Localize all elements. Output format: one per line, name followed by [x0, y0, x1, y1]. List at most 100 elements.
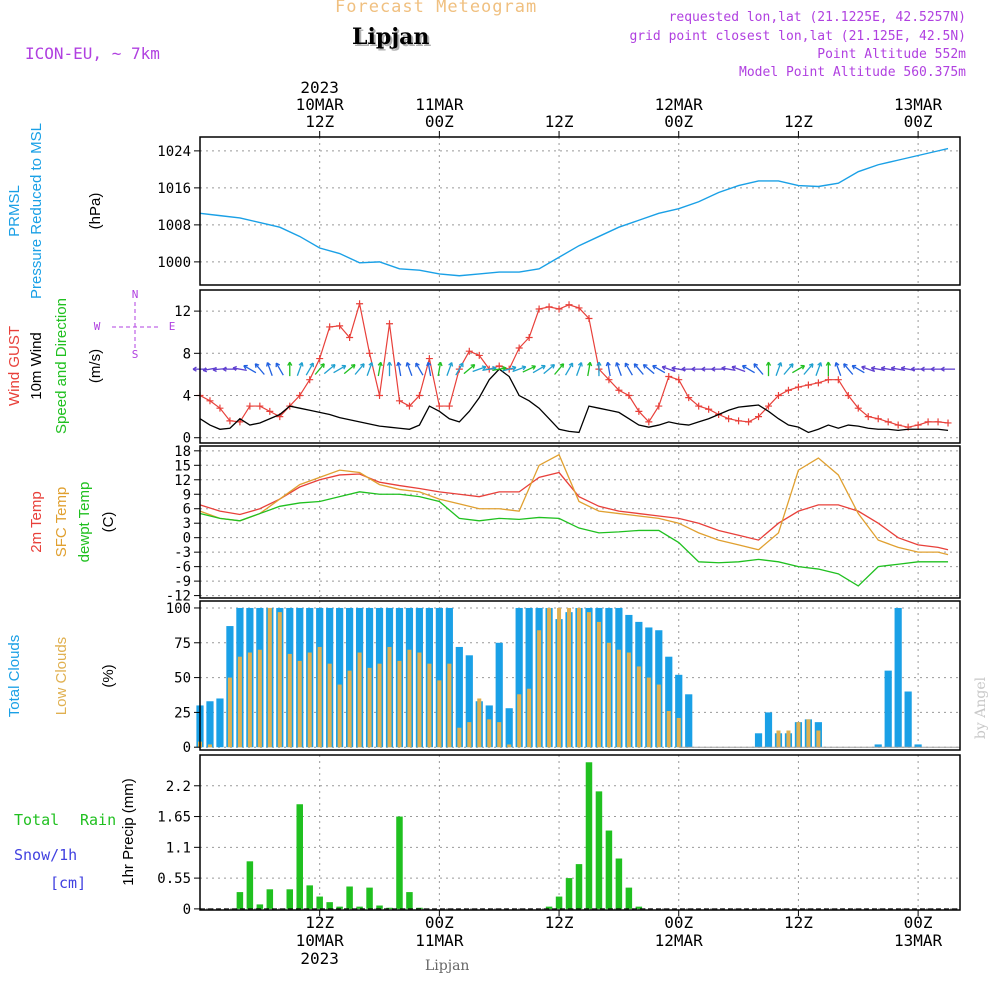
precip-bar	[625, 887, 633, 909]
gust-marker	[725, 415, 733, 423]
low-cloud-bar	[437, 680, 442, 748]
wind-direction-arrow	[605, 361, 611, 377]
low-cloud-bar	[477, 698, 482, 748]
pressure-unit: (hPa)	[87, 193, 104, 230]
panel-frame-clouds	[199, 600, 961, 751]
precip-total-label: Total	[14, 811, 59, 829]
gust-marker	[854, 404, 862, 412]
bottom-time-label: 2023	[300, 949, 339, 968]
bottom-time-label: 12Z	[545, 913, 574, 932]
y-tick-label: 0.55	[157, 871, 191, 887]
wind-direction-arrow	[554, 363, 565, 375]
y-tick-label: 1.1	[166, 840, 191, 856]
footer-location: Lipjan	[425, 958, 470, 974]
low-cloud-bar	[676, 717, 681, 748]
low-cloud-bar	[796, 722, 801, 748]
gust-marker	[745, 418, 753, 426]
low-cloud-bar	[606, 642, 611, 748]
low-cloud-bar	[377, 663, 382, 748]
wind-direction-arrow	[415, 362, 424, 376]
precip-bar	[615, 858, 623, 909]
wind-10m-label: 10m Wind	[28, 332, 45, 400]
wind-direction-arrow	[803, 363, 814, 375]
total-cloud-bar	[336, 607, 344, 748]
wind-direction-arrow	[543, 363, 556, 375]
compass-e: E	[169, 320, 176, 333]
top-time-label: 13MAR	[894, 95, 943, 114]
gust-marker	[535, 305, 543, 313]
y-tick-label: 75	[174, 636, 191, 652]
product-title: Forecast Meteogram	[335, 0, 538, 17]
y-tick-label: 9	[183, 487, 191, 503]
gust-marker	[765, 402, 773, 410]
low-cloud-bar	[427, 663, 432, 748]
precip-bar	[565, 878, 573, 909]
top-time-label: 00Z	[904, 112, 933, 131]
wind-direction-arrow	[596, 361, 602, 377]
wind-direction-arrow	[405, 362, 413, 376]
gust-marker	[585, 314, 593, 322]
gust-marker	[755, 413, 763, 421]
temp-unit: (C)	[100, 512, 117, 533]
gust-marker	[914, 421, 922, 429]
y-tick-label: -6	[174, 560, 191, 576]
sfc-temp-line	[199, 453, 949, 556]
gust-marker	[316, 355, 324, 363]
low-cloud-bar	[327, 663, 332, 748]
wind-direction-arrow	[652, 364, 666, 374]
temp-2m-label: 2m Temp	[28, 491, 45, 552]
precip-unit: 1hr Precip (mm)	[120, 778, 137, 886]
precip-bar	[595, 791, 603, 909]
y-tick-label: 4	[183, 389, 191, 405]
top-time-label: 12Z	[545, 112, 574, 131]
low-cloud-bar	[407, 649, 412, 748]
total-cloud-bar	[914, 744, 922, 748]
compass-w: W	[94, 320, 101, 333]
gust-marker	[306, 376, 314, 384]
cloud-unit: (%)	[100, 664, 117, 687]
temp-2m-line	[199, 471, 949, 551]
total-cloud-bar	[675, 674, 683, 748]
gust-marker	[336, 322, 344, 330]
low-cloud-bar	[646, 677, 651, 748]
low-cloud-bar	[497, 722, 502, 748]
gust-marker	[824, 376, 832, 384]
sfc-temp-label: SFC Temp	[53, 487, 70, 558]
wind-direction-arrow	[532, 364, 546, 374]
gust-marker	[635, 407, 643, 415]
wind-direction-arrow	[765, 361, 772, 377]
precip-bar	[316, 896, 323, 909]
total-cloud-bar	[216, 698, 224, 748]
gust-marker	[665, 373, 673, 381]
wind-direction-arrow	[940, 366, 956, 372]
gust-marker	[386, 320, 394, 328]
top-time-label: 10MAR	[296, 95, 345, 114]
low-cloud-bar	[227, 677, 232, 748]
gust-marker	[266, 407, 274, 415]
precip-bar	[575, 864, 583, 909]
low-cloud-bar	[616, 649, 621, 748]
wind-direction-arrow	[287, 361, 293, 377]
precip-bar	[296, 804, 303, 909]
wind-unit: (m/s)	[87, 349, 104, 383]
total-cloud-bar	[764, 712, 773, 748]
gust-marker	[465, 347, 473, 355]
precip-bar	[356, 906, 363, 909]
wind-direction-arrow	[522, 365, 537, 373]
compass-s: S	[132, 348, 139, 361]
gust-marker	[525, 333, 533, 341]
gust-marker	[705, 405, 713, 413]
gust-marker	[366, 349, 374, 357]
low-cloud-bar	[347, 670, 352, 748]
gust-marker	[296, 392, 304, 400]
bottom-time-label: 12MAR	[655, 931, 704, 950]
gust-marker	[894, 421, 902, 429]
gust-marker	[784, 386, 792, 394]
y-tick-label: 1008	[157, 218, 191, 234]
low-cloud-bar	[537, 630, 542, 748]
gust-marker	[615, 386, 623, 394]
top-time-label: 11MAR	[415, 95, 464, 114]
wind-direction-arrow	[861, 365, 876, 373]
wind-direction-arrow	[642, 363, 655, 375]
y-tick-label: 18	[174, 444, 191, 460]
